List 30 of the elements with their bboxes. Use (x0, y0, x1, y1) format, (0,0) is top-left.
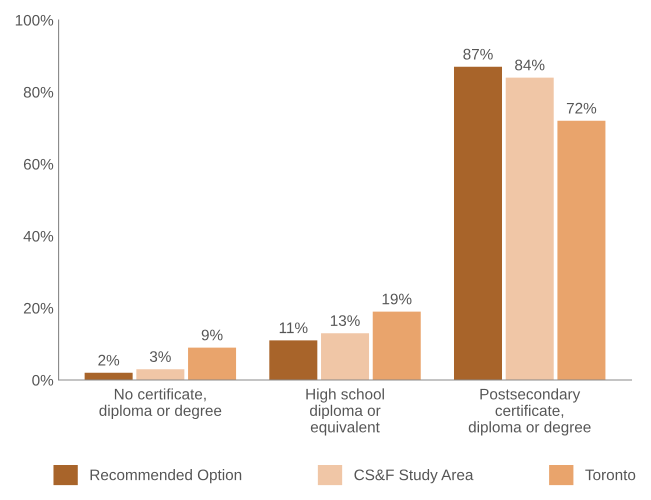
legend-label: Toronto (585, 470, 636, 480)
bar (84, 372, 133, 380)
data-label: 19% (382, 294, 412, 304)
y-tick-label: 60% (24, 158, 54, 170)
bar (321, 333, 370, 380)
data-label: 72% (566, 102, 596, 114)
bar (188, 348, 236, 380)
data-label: 87% (463, 48, 493, 60)
data-label: 84% (515, 60, 544, 70)
legend-label: Recommended Option (90, 469, 242, 484)
bar (136, 369, 184, 380)
y-tick-label: 40% (24, 230, 54, 242)
y-tick-label: 20% (24, 302, 54, 314)
data-label: 3% (150, 351, 171, 362)
data-label: 9% (202, 330, 223, 340)
y-tick-label: 0% (32, 374, 54, 386)
y-tick-label: 80% (24, 86, 54, 98)
bar (454, 66, 502, 380)
data-label: 13% (330, 315, 360, 326)
x-tick-label: No certificate, diploma or degree (99, 388, 222, 420)
x-tick-label: High school diploma or equivalent (306, 388, 384, 436)
data-label: 2% (98, 354, 120, 366)
data-label: 11% (280, 322, 308, 334)
bar (372, 312, 421, 380)
bar (269, 340, 318, 380)
bar (506, 78, 554, 380)
bar (557, 120, 606, 380)
legend-label: CS&F Study Area (354, 469, 474, 484)
x-tick-label: Postsecondary certificate, diploma or degree (468, 388, 591, 436)
y-tick-label: 100% (16, 14, 54, 26)
